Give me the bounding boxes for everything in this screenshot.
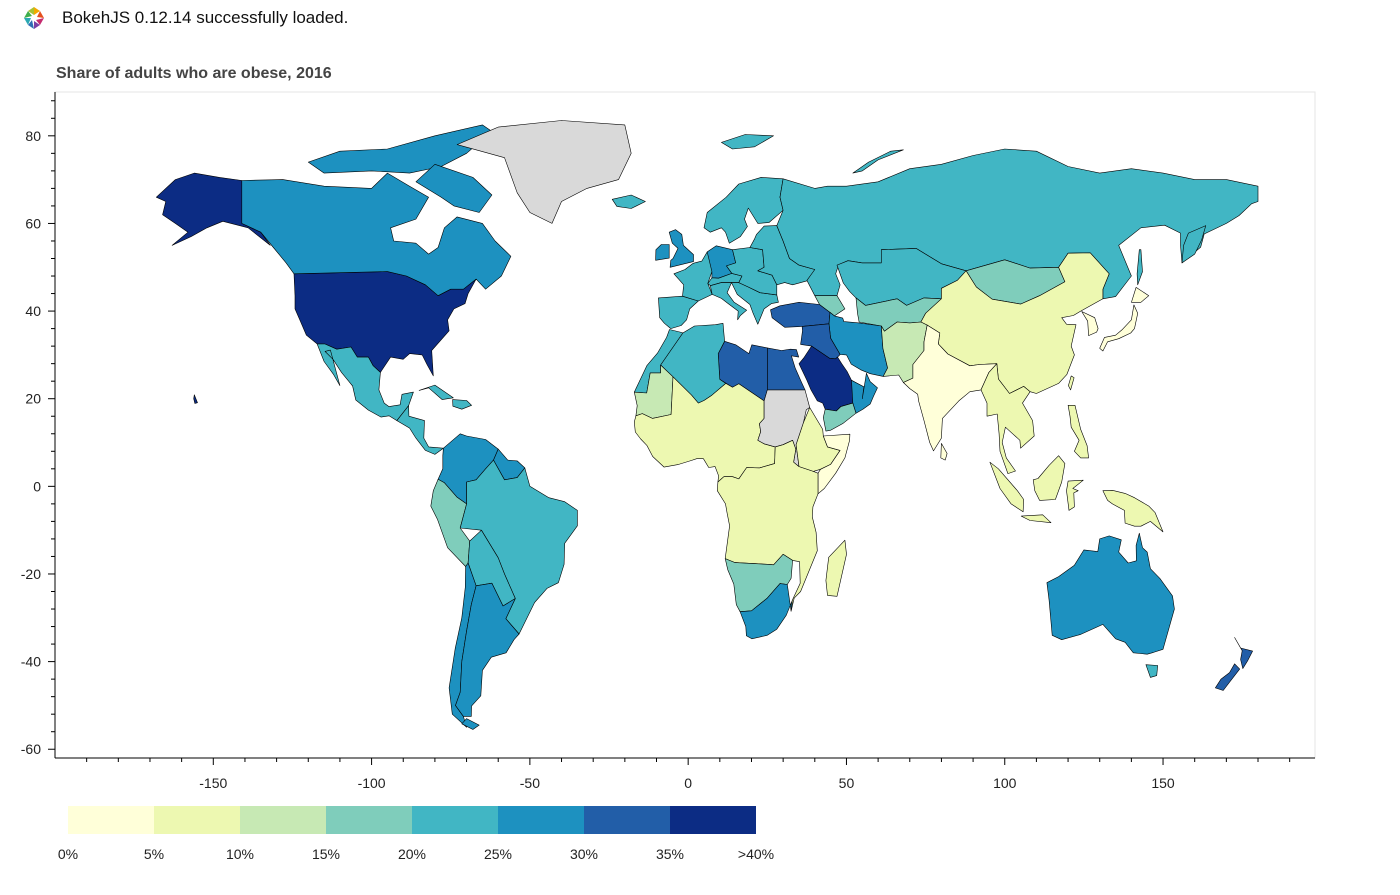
region-japan[interactable] — [1099, 304, 1138, 352]
region-taiwan[interactable] — [1068, 375, 1075, 391]
region-philippines[interactable] — [1067, 404, 1089, 459]
color-bar-swatch — [68, 806, 154, 834]
region-hokkaido[interactable] — [1131, 287, 1150, 303]
region-iberia[interactable] — [658, 295, 699, 329]
x-tick-label: 100 — [993, 775, 1017, 791]
region-italy[interactable] — [709, 282, 748, 321]
region-sakhalin[interactable] — [1136, 249, 1143, 286]
region-madagascar[interactable] — [825, 539, 847, 597]
color-bar-legend — [68, 806, 756, 834]
color-bar-swatch — [412, 806, 498, 834]
axes: -150 -100 -50 0 50 100 150 80 60 40 20 0 -20 -40 -60 — [21, 92, 1315, 791]
y-tick-label: 20 — [25, 391, 41, 407]
region-svalbard[interactable] — [721, 134, 774, 150]
color-bar-swatch — [326, 806, 412, 834]
color-bar-tick-label: 25% — [483, 846, 513, 862]
y-tick-label: -20 — [21, 566, 41, 582]
color-bar-tick-label: >40% — [737, 846, 775, 862]
x-tick-label: -150 — [199, 775, 227, 791]
y-tick-label: 0 — [33, 478, 41, 494]
x-tick-label: 150 — [1151, 775, 1175, 791]
color-bar-tick-label: 0% — [57, 846, 79, 862]
y-tick-label: 60 — [25, 215, 41, 231]
x-tick-label: -100 — [358, 775, 386, 791]
region-tasmania[interactable] — [1145, 664, 1158, 678]
region-egypt[interactable] — [766, 347, 806, 391]
region-scandinavia[interactable] — [703, 177, 784, 244]
region-java[interactable] — [1020, 514, 1052, 524]
region-australia[interactable] — [1046, 532, 1175, 655]
region-new-guinea[interactable] — [1102, 489, 1164, 533]
region-tierra-del-fuego[interactable] — [461, 718, 480, 730]
country-regions — [156, 120, 1259, 730]
color-bar-tick-label: 5% — [143, 846, 165, 862]
color-bar-swatch — [584, 806, 670, 834]
color-bar-tick-label: 15% — [311, 846, 341, 862]
region-cuba[interactable] — [418, 384, 454, 400]
region-central-america[interactable] — [396, 405, 444, 455]
region-yemen[interactable] — [822, 402, 857, 432]
y-tick-label: -40 — [21, 654, 41, 670]
region-southeast-asia[interactable] — [980, 363, 1035, 474]
color-bar-tick-label: 30% — [569, 846, 599, 862]
region-greenland[interactable] — [456, 120, 632, 224]
x-tick-label: -50 — [520, 775, 540, 791]
x-tick-label: 0 — [684, 775, 692, 791]
region-new-zealand-n[interactable] — [1234, 637, 1253, 669]
y-tick-label: 80 — [25, 128, 41, 144]
chart-title: Share of adults who are obese, 2016 — [56, 65, 332, 82]
y-tick-label: -60 — [21, 741, 41, 757]
region-hawaii[interactable] — [193, 394, 198, 404]
color-bar-tick-label: 10% — [225, 846, 255, 862]
region-new-zealand-s[interactable] — [1215, 663, 1240, 691]
region-korea[interactable] — [1081, 311, 1099, 336]
x-tick-label: 50 — [839, 775, 855, 791]
bokeh-logo-icon — [24, 7, 44, 29]
region-canada[interactable] — [241, 172, 512, 297]
region-india[interactable] — [903, 324, 998, 452]
color-bar-swatch — [670, 806, 756, 834]
color-bar-swatch — [154, 806, 240, 834]
region-novaya-zemlya[interactable] — [852, 149, 904, 174]
region-sri-lanka[interactable] — [940, 443, 948, 461]
region-borneo[interactable] — [1032, 455, 1066, 501]
color-bar-tick-labels: 0% 5% 10% 15% 20% 25% 30% 35% >40% — [0, 846, 820, 866]
world-map-plot[interactable]: -150 -100 -50 0 50 100 150 80 60 40 20 0 -20 -40 -60 — [0, 0, 1400, 800]
color-bar-tick-label: 35% — [655, 846, 685, 862]
load-notice-text: BokehJS 0.12.14 successfully loaded. — [62, 8, 349, 27]
region-hispaniola[interactable] — [452, 399, 472, 410]
region-baffin-island[interactable] — [415, 164, 493, 213]
region-ireland[interactable] — [655, 244, 670, 261]
region-argentina-uruguay[interactable] — [455, 582, 520, 717]
region-sulawesi[interactable] — [1066, 479, 1084, 511]
region-indonesia-sumatra-[interactable] — [989, 461, 1025, 513]
region-iceland[interactable] — [611, 194, 646, 209]
load-notice: BokehJS 0.12.14 successfully loaded. — [22, 4, 348, 32]
color-bar-swatch — [240, 806, 326, 834]
region-canadian-archipelago[interactable] — [307, 124, 493, 174]
color-bar-swatch — [498, 806, 584, 834]
y-tick-label: 40 — [25, 303, 41, 319]
region-uk[interactable] — [668, 229, 694, 268]
region-south-africa[interactable] — [739, 583, 793, 640]
region-kamchatka[interactable] — [1181, 225, 1207, 264]
region-oman-uae[interactable] — [851, 372, 878, 414]
color-bar-tick-label: 20% — [397, 846, 427, 862]
